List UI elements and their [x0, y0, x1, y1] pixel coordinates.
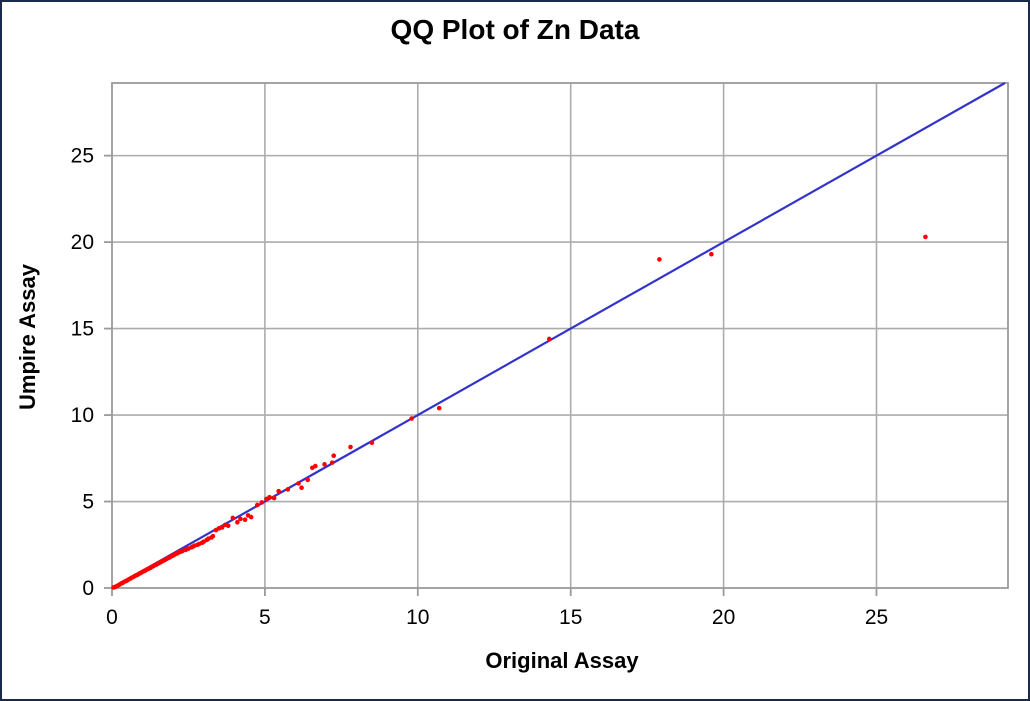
x-tick-label: 10	[406, 606, 429, 629]
data-point	[409, 416, 414, 421]
data-point	[657, 257, 662, 262]
data-point	[329, 460, 335, 465]
y-tick-label: 20	[71, 231, 94, 254]
data-point	[242, 517, 248, 522]
y-tick-label: 5	[82, 491, 94, 514]
data-point	[235, 519, 240, 525]
data-point	[238, 516, 243, 522]
data-point	[210, 533, 216, 539]
data-point	[369, 440, 375, 446]
x-tick-label: 25	[865, 606, 888, 629]
data-point	[709, 251, 714, 257]
data-point	[923, 234, 928, 240]
y-tick-label: 0	[82, 577, 94, 600]
y-tick-label: 25	[71, 145, 94, 168]
x-tick-label: 5	[259, 606, 271, 629]
data-point	[299, 485, 304, 490]
data-point	[225, 523, 231, 529]
data-point	[254, 502, 260, 508]
x-tick-label: 0	[106, 606, 118, 629]
x-tick-label: 20	[712, 606, 735, 629]
data-point	[322, 462, 327, 467]
data-point	[285, 487, 291, 492]
y-tick-label: 10	[71, 404, 94, 427]
data-point	[219, 525, 225, 530]
y-axis-title: Umpire Assay	[15, 264, 40, 410]
data-point	[313, 463, 318, 469]
identity-line	[111, 82, 1006, 589]
data-point	[348, 444, 353, 450]
data-point	[276, 488, 281, 494]
data-point	[436, 405, 442, 411]
chart-title: QQ Plot of Zn Data	[390, 14, 640, 45]
data-point	[248, 514, 254, 520]
x-tick-label: 15	[559, 606, 582, 629]
data-point	[259, 500, 265, 505]
y-tick-label: 15	[71, 318, 94, 341]
x-axis-title: Original Assay	[485, 648, 639, 673]
data-point	[230, 515, 236, 521]
data-point	[305, 477, 311, 483]
plot-frame	[111, 82, 1009, 589]
data-point	[331, 453, 337, 458]
data-point	[546, 336, 552, 342]
data-point	[271, 495, 277, 501]
data-point	[267, 494, 272, 500]
data-point	[296, 481, 301, 486]
